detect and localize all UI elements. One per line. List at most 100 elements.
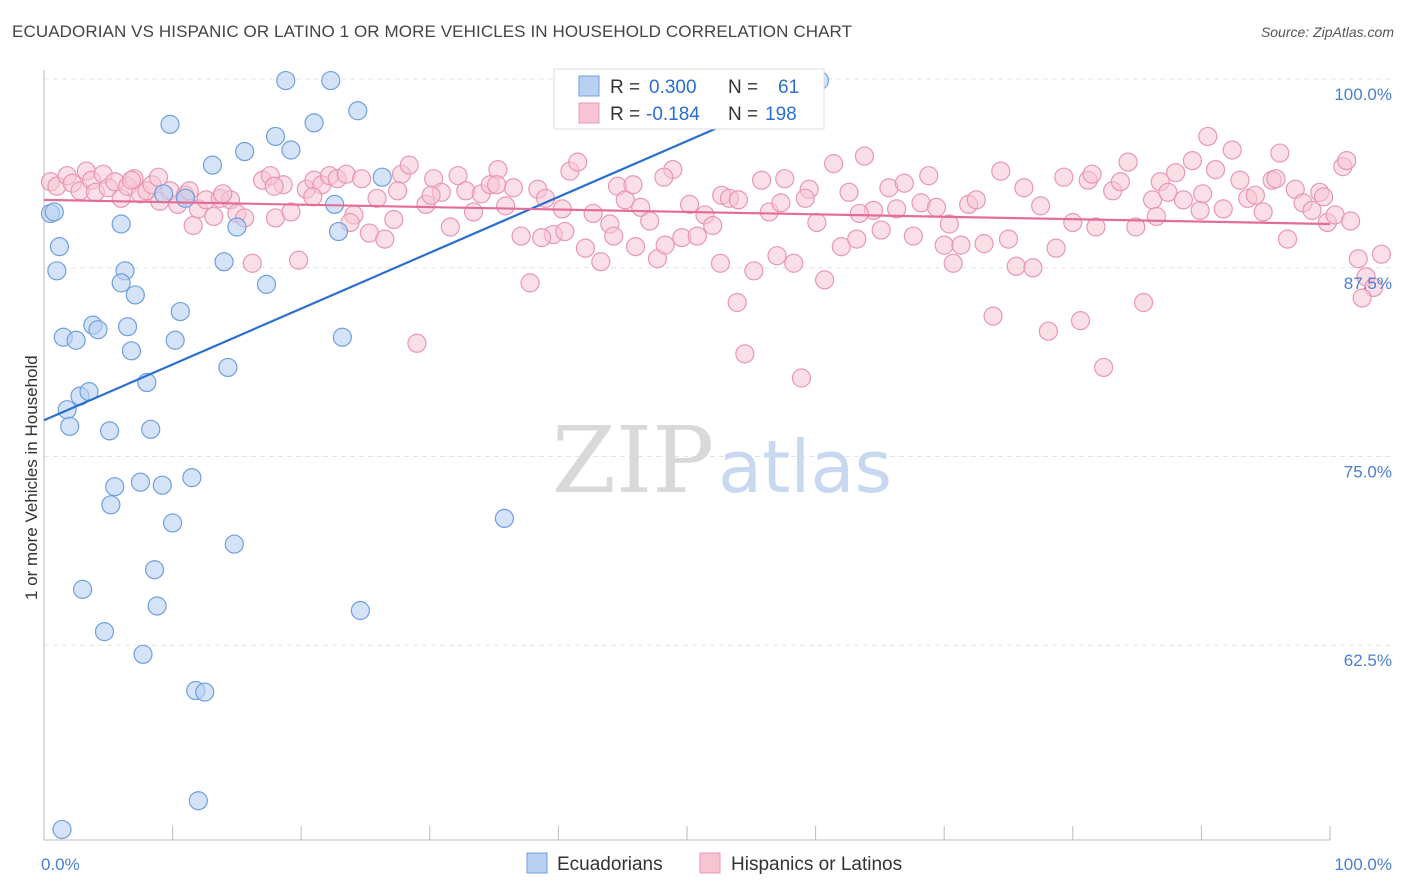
point-ecuadorians-30	[165, 330, 185, 350]
point-hispanics-73	[591, 252, 611, 272]
point-hispanics-102	[824, 154, 844, 174]
point-hispanics-24	[204, 206, 224, 227]
point-hispanics-115	[926, 197, 947, 217]
point-hispanics-117	[943, 253, 963, 273]
point-hispanics-114	[919, 166, 939, 186]
point-hispanics-149	[1198, 126, 1218, 147]
point-hispanics-182	[532, 227, 552, 248]
legend-bottom-hispanics: Hispanics or Latinos	[731, 854, 902, 875]
point-hispanics-47	[384, 209, 404, 230]
watermark-zip: ZIP	[552, 407, 714, 514]
point-hispanics-101	[815, 270, 835, 290]
point-hispanics-173	[1352, 288, 1372, 308]
point-hispanics-61	[496, 196, 516, 216]
point-ecuadorians-31	[170, 301, 190, 322]
point-hispanics-62	[503, 178, 523, 198]
point-ecuadorians-2	[47, 261, 67, 281]
point-ecuadorians-25	[144, 560, 165, 580]
point-hispanics-180	[148, 167, 169, 187]
point-ecuadorians-18	[121, 341, 142, 361]
point-hispanics-172	[1337, 150, 1357, 171]
point-ecuadorians-28	[160, 114, 180, 134]
trend-line-hispanics	[43, 198, 1331, 226]
point-ecuadorians-36	[195, 682, 215, 702]
point-hispanics-57	[463, 202, 484, 222]
point-hispanics-108	[871, 220, 891, 240]
point-hispanics-199	[728, 190, 749, 210]
point-hispanics-139	[1118, 152, 1138, 172]
point-hispanics-100	[807, 212, 827, 233]
point-hispanics-195	[303, 187, 323, 207]
point-hispanics-132	[1063, 212, 1083, 233]
point-hispanics-168	[1348, 249, 1368, 269]
legend-bottom-swatch-hispanics	[699, 852, 721, 874]
point-hispanics-125	[1006, 256, 1026, 276]
point-hispanics-76	[615, 190, 635, 210]
point-hispanics-128	[1031, 196, 1051, 216]
point-hispanics-135	[1086, 217, 1106, 237]
point-ecuadorians-58	[72, 579, 93, 599]
axes	[43, 70, 1331, 841]
point-hispanics-95	[767, 246, 787, 266]
point-hispanics-127	[1023, 258, 1043, 278]
x-tick-labels: 0.0% 100.0%	[41, 855, 1392, 874]
point-ecuadorians-32	[175, 188, 196, 208]
point-hispanics-93	[751, 170, 772, 190]
correlation-legend: R = 0.300 N = 61 R = -0.184 N = 198	[553, 68, 825, 130]
point-hispanics-190	[795, 188, 815, 208]
x-tick-label-1: 100.0%	[1334, 855, 1392, 874]
point-ecuadorians-1	[44, 202, 64, 222]
point-hispanics-72	[583, 203, 603, 224]
y-axis-label: 1 or more Vehicles in Household	[22, 355, 41, 600]
series-legend: Ecuadorians Hispanics or Latinos	[526, 852, 902, 875]
point-hispanics-147	[1182, 150, 1202, 171]
point-hispanics-188	[1266, 169, 1286, 189]
y-tick-label-0: 100.0%	[1334, 85, 1392, 104]
point-hispanics-116	[934, 235, 954, 255]
point-ecuadorians-19	[111, 273, 131, 293]
point-hispanics-167	[1340, 211, 1361, 231]
legend-n-value-2: 198	[765, 104, 797, 125]
point-hispanics-184	[939, 214, 959, 234]
point-ecuadorians-22	[133, 644, 153, 664]
point-hispanics-144	[1158, 182, 1178, 202]
point-hispanics-185	[1082, 164, 1102, 184]
point-ecuadorians-54	[372, 167, 392, 187]
point-ecuadorians-60	[153, 184, 174, 204]
point-hispanics-193	[388, 181, 408, 201]
point-hispanics-136	[1094, 357, 1114, 378]
point-hispanics-194	[264, 176, 284, 196]
legend-r-value-2: -0.184	[646, 104, 700, 125]
point-ecuadorians-15	[111, 214, 131, 234]
point-ecuadorians-44	[265, 126, 286, 147]
point-hispanics-87	[703, 215, 723, 236]
point-hispanics-152	[1222, 140, 1242, 160]
point-hispanics-124	[998, 229, 1019, 249]
point-hispanics-141	[1133, 292, 1154, 313]
point-hispanics-162	[1302, 200, 1322, 221]
point-hispanics-121	[974, 234, 994, 254]
point-hispanics-90	[727, 292, 747, 313]
point-hispanics-43	[352, 169, 372, 189]
legend-n-value-1: 61	[778, 77, 799, 98]
point-hispanics-146	[1173, 190, 1193, 210]
point-hispanics-133	[1070, 311, 1091, 331]
legend-r-value-1: 0.300	[649, 77, 697, 98]
point-ecuadorians-14	[101, 495, 121, 515]
point-hispanics-54	[440, 217, 460, 237]
point-hispanics-98	[791, 368, 812, 388]
point-hispanics-198	[625, 237, 646, 257]
point-ecuadorians-12	[99, 421, 120, 441]
point-ecuadorians-3	[49, 237, 70, 257]
point-hispanics-138	[1110, 172, 1130, 192]
point-hispanics-175	[654, 167, 674, 187]
point-hispanics-155	[1245, 185, 1266, 205]
watermark-atlas: atlas	[718, 425, 892, 509]
point-hispanics-140	[1126, 217, 1146, 237]
point-hispanics-46	[375, 229, 395, 249]
point-ecuadorians-42	[235, 141, 255, 162]
legend-swatch-hispanics	[578, 102, 600, 124]
point-hispanics-151	[1213, 199, 1233, 219]
point-ecuadorians-33	[182, 468, 202, 488]
